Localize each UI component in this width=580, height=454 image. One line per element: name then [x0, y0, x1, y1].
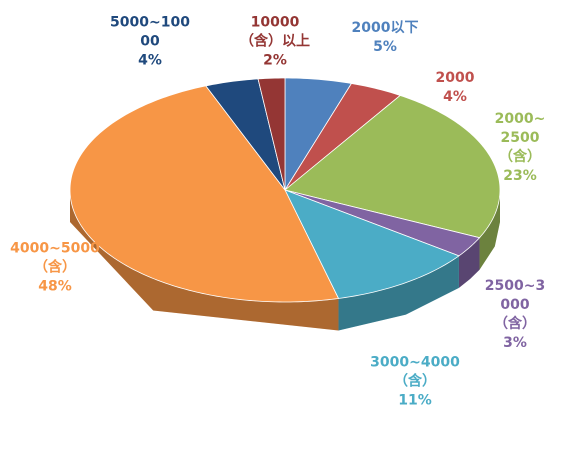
slice — [205, 78, 286, 191]
value-label: 23% — [503, 168, 537, 184]
value-label: 4% — [138, 52, 162, 69]
slice — [284, 77, 353, 192]
slice-side-shade — [70, 190, 339, 331]
category-label: 2500~3000 （含） — [484, 278, 546, 332]
category-label: 10000 （含）以上 — [240, 14, 310, 50]
slice — [284, 83, 402, 191]
slice — [284, 189, 481, 257]
category-label: 4000~5000 （含） — [10, 240, 100, 276]
slice-label: 4000~5000 （含） 48% — [10, 240, 100, 297]
slice-side-shade — [458, 237, 480, 288]
value-label: 11% — [398, 392, 432, 409]
value-label: 4% — [443, 89, 467, 105]
category-label: 5000~10000 — [110, 14, 190, 50]
slice-side — [338, 255, 459, 331]
slice-side-shade — [338, 255, 459, 331]
slice-label: 10000 （含）以上 2% — [240, 14, 310, 71]
slice-label: 2000以下 5% — [352, 19, 419, 57]
category-label: 2000以下 — [351, 20, 419, 36]
slice-label: 3000~4000 （含） 11% — [370, 354, 460, 411]
slice-side-shade — [479, 190, 500, 270]
slice-side — [70, 190, 339, 331]
slice — [284, 94, 501, 239]
slice-side — [458, 237, 480, 288]
value-label: 2% — [263, 52, 287, 69]
value-label: 5% — [373, 39, 397, 55]
slice-label: 2000~2500 （含） 23% — [490, 110, 550, 186]
value-label: 48% — [38, 278, 72, 295]
slice-label: 2000 4% — [436, 69, 475, 107]
category-label: 2000 — [435, 70, 475, 86]
slice-side — [479, 190, 500, 270]
category-label: 3000~4000 （含） — [370, 354, 460, 390]
slice — [257, 77, 286, 191]
slice — [69, 85, 340, 303]
slice-label: 2500~3000 （含） 3% — [483, 277, 548, 353]
slice — [284, 189, 460, 299]
category-label: 2000~2500 （含） — [494, 111, 546, 165]
slice-label: 5000~10000 4% — [108, 14, 192, 71]
value-label: 3% — [503, 335, 527, 351]
